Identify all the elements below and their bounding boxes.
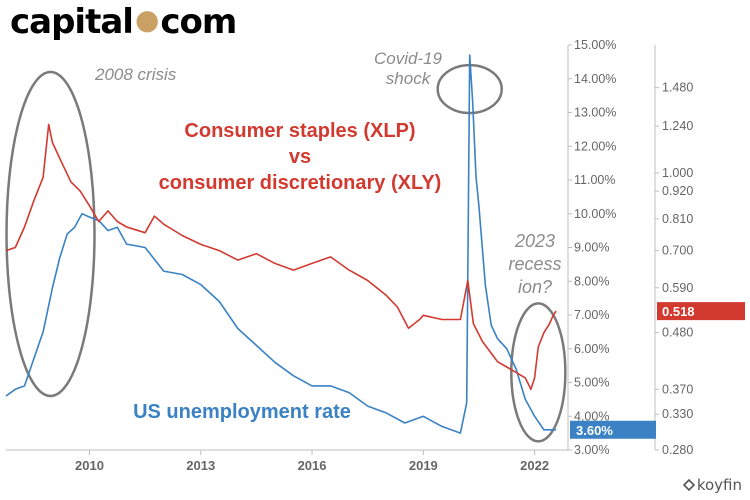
koyfin-watermark: koyfin (682, 476, 742, 494)
koyfin-logo-icon (682, 479, 695, 491)
ratio-last-value-tag (657, 302, 745, 321)
ratio-tick-label: 0.810 (662, 212, 693, 226)
unemployment-tick-label: 8.00% (574, 274, 609, 288)
unemployment-tick-label: 3.00% (574, 443, 609, 457)
unemployment-tick-label: 5.00% (574, 376, 609, 390)
recession-annotation-line: recess (508, 254, 561, 274)
x-axis: 2010 2013 2016 2019 2022 (75, 450, 549, 473)
unemployment-series-label: US unemployment rate (133, 401, 351, 423)
unemployment-tick-label: 13.00% (574, 106, 616, 120)
unemployment-line (5, 54, 557, 434)
x-tick-label: 2022 (520, 458, 549, 473)
series-layer (5, 54, 557, 434)
chart-title-line: vs (289, 146, 311, 168)
ratio-axis: 0.280 0.330 0.370 0.480 0.590 0.700 0.810 0.920… (655, 81, 693, 457)
chart-title-line: consumer discretionary (XLY) (159, 172, 442, 194)
covid-annotation-line: shock (386, 69, 432, 88)
staples_ratio-line (5, 123, 557, 391)
ratio-last-value-label: 0.518 (662, 304, 695, 319)
unemployment-tick-label: 14.00% (574, 72, 616, 86)
brand-name-right: com (160, 2, 237, 42)
ratio-tick-label: 0.920 (662, 184, 693, 198)
recession-annotation-line: ion? (518, 277, 552, 297)
x-tick-label: 2016 (298, 458, 327, 473)
x-tick-label: 2019 (409, 458, 438, 473)
unemployment-last-value-label: 3.60% (576, 423, 613, 438)
x-tick-label: 2013 (186, 458, 215, 473)
chart-title-line: Consumer staples (XLP) (184, 120, 415, 142)
unemployment-tick-label: 6.00% (574, 342, 609, 356)
x-tick-label: 2010 (75, 458, 104, 473)
crisis-ellipse (5, 70, 96, 398)
brand-name-left: capital (10, 2, 134, 42)
ratio-tick-label: 0.700 (662, 244, 693, 258)
unemployment-tick-label: 10.00% (574, 207, 616, 221)
ratio-tick-label: 0.590 (662, 281, 693, 295)
unemployment-tick-label: 9.00% (574, 241, 609, 255)
unemployment-tick-label: 15.00% (574, 38, 616, 52)
ratio-tick-label: 1.000 (662, 166, 693, 180)
ratio-tick-label: 1.240 (662, 119, 693, 133)
ratio-tick-label: 0.330 (662, 407, 693, 421)
annotation-layer: 3.60% 0.518 Consumer staples (XLP) vs consum… (94, 49, 745, 439)
recession-ellipse (510, 302, 567, 443)
watermark-text: koyfin (696, 476, 742, 494)
axis-lines (6, 45, 656, 451)
unemployment-axis: 3.00% 4.00% 5.00% 6.00% 7.00% 8.00% 9.00% 10.00… (568, 38, 616, 457)
unemployment-last-value-tag (570, 420, 656, 439)
crisis-annotation: 2008 crisis (94, 65, 177, 84)
ratio-tick-label: 1.480 (662, 81, 693, 95)
capital-com-logo[interactable]: capital●com (10, 2, 237, 42)
covid-annotation-line: Covid-19 (374, 49, 443, 68)
brand-dot: ● (134, 3, 159, 36)
ratio-tick-label: 0.280 (662, 443, 693, 457)
unemployment-tick-label: 11.00% (574, 173, 615, 187)
unemployment-tick-label: 4.00% (574, 409, 609, 423)
unemployment-tick-label: 7.00% (574, 308, 609, 322)
ratio-tick-label: 0.370 (662, 382, 693, 396)
ratio-tick-label: 0.480 (662, 326, 693, 340)
recession-annotation-line: 2023 (514, 231, 555, 251)
unemployment-tick-label: 12.00% (574, 139, 616, 153)
